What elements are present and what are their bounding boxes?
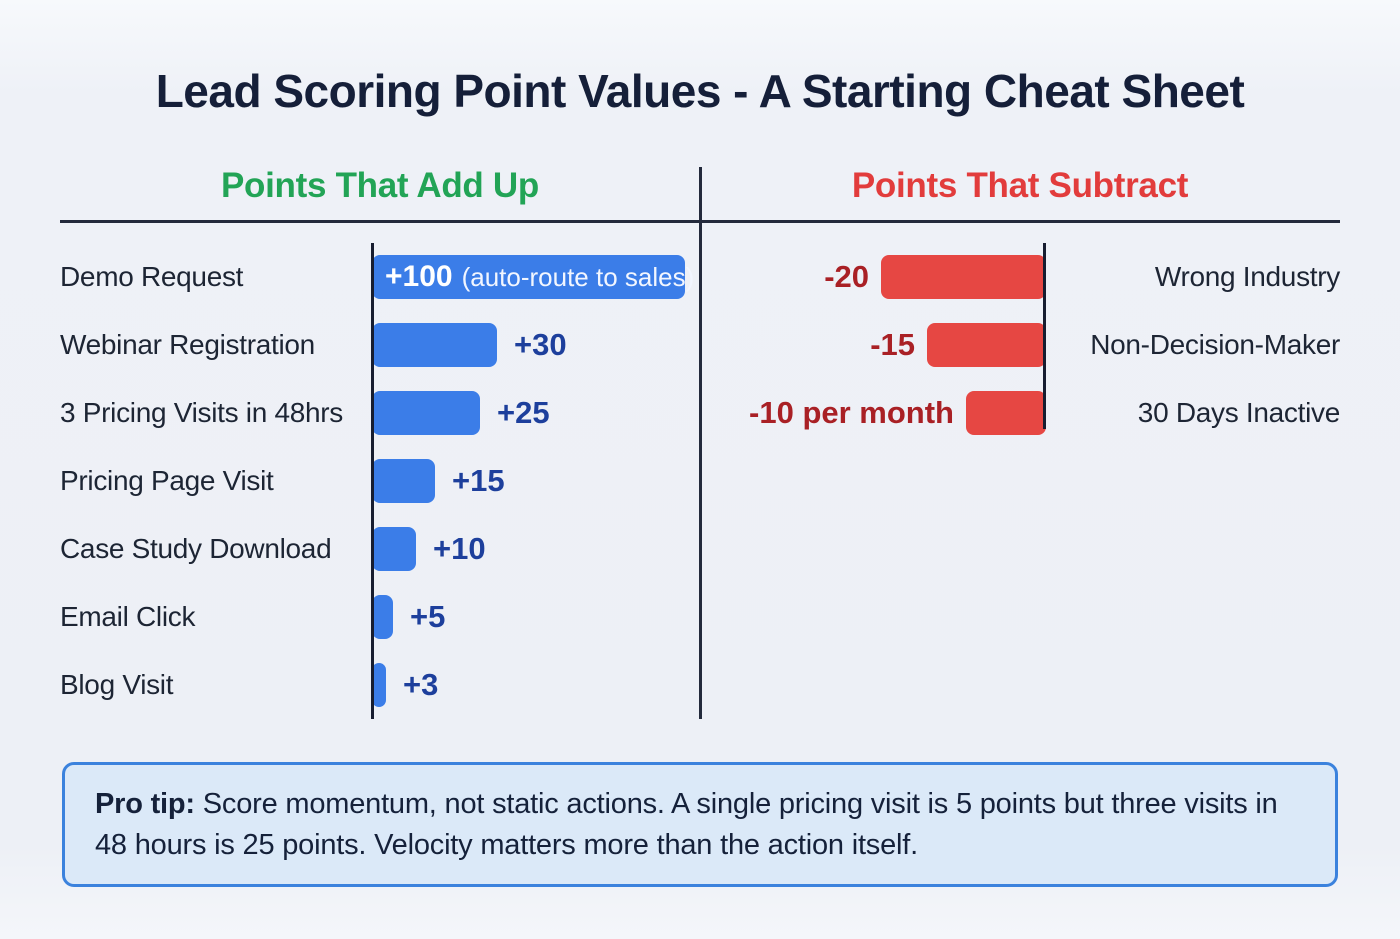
pro-tip-text: Score momentum, not static actions. A si… (95, 787, 1278, 861)
column-divider (699, 167, 702, 719)
positive-category-label: Demo Request (60, 261, 244, 292)
negative-bar (881, 255, 1046, 299)
negative-column-header: Points That Subtract (851, 166, 1189, 205)
positive-bar (372, 663, 386, 707)
negative-value-label: -10 per month (749, 395, 954, 430)
positive-value-label: +30 (514, 327, 567, 362)
positive-value-label: +100 (385, 260, 453, 293)
negative-bar-row: -20 Wrong Industry (700, 243, 1340, 311)
positive-axis-line (371, 243, 374, 719)
positive-bar: +100 (auto-route to sales) (372, 255, 694, 299)
negative-category-label: Wrong Industry (1154, 261, 1340, 292)
negative-bar-row: -10 per month 30 Days Inactive (700, 379, 1340, 447)
page-title: Lead Scoring Point Values - A Starting C… (155, 65, 1245, 117)
pro-tip-paragraph: Pro tip: Score momentum, not static acti… (65, 784, 1335, 866)
negative-bar-group: -20 (700, 255, 1046, 299)
negative-category-label: Non-Decision-Maker (1090, 329, 1340, 360)
positive-value-label: +3 (403, 667, 439, 702)
negative-axis-line (1043, 243, 1046, 429)
positive-category-label: Webinar Registration (60, 329, 315, 360)
pro-tip-label: Pro tip: (95, 787, 195, 820)
positive-bar (372, 595, 393, 639)
positive-category-label: Email Click (60, 601, 196, 632)
positive-bar-row: Demo Request +100 (auto-route to sales) (60, 243, 700, 311)
positive-bar-row: Email Click +5 (60, 583, 700, 651)
negative-bar-group: -10 per month (700, 391, 1046, 435)
negative-bar-group: -15 (700, 323, 1046, 367)
positive-value-label: +10 (433, 531, 486, 566)
positive-bar (372, 459, 435, 503)
positive-value-label: +15 (452, 463, 505, 498)
positive-category-label: Case Study Download (60, 533, 332, 564)
positive-bar-row: 3 Pricing Visits in 48hrs +25 (60, 379, 700, 447)
negative-bar (927, 323, 1046, 367)
positive-bar-chart: Demo Request +100 (auto-route to sales) Web… (60, 243, 700, 719)
positive-column-header: Points That Add Up (221, 166, 539, 205)
negative-bar (966, 391, 1046, 435)
negative-bar-chart: -20 Wrong Industry -15 Non-Decision-Maker -1… (700, 243, 1340, 447)
positive-category-label: 3 Pricing Visits in 48hrs (60, 397, 344, 428)
negative-value-label: -20 (824, 259, 869, 294)
positive-bar-row: Case Study Download +10 (60, 515, 700, 583)
positive-bar-annotation: (auto-route to sales) (461, 261, 695, 292)
positive-bar-row: Webinar Registration +30 (60, 311, 700, 379)
positive-value-label: +25 (497, 395, 550, 430)
pro-tip-box: Pro tip: Score momentum, not static acti… (62, 762, 1338, 887)
positive-category-label: Blog Visit (60, 669, 174, 700)
negative-value-label: -15 (870, 327, 915, 362)
positive-bar-row: Blog Visit +3 (60, 651, 700, 719)
positive-bar (372, 391, 480, 435)
negative-category-label: 30 Days Inactive (1137, 397, 1341, 428)
negative-bar-row: -15 Non-Decision-Maker (700, 311, 1340, 379)
positive-value-label: +5 (410, 599, 446, 634)
positive-category-label: Pricing Page Visit (60, 465, 274, 496)
positive-bar (372, 323, 497, 367)
positive-bar (372, 527, 416, 571)
positive-bar-row: Pricing Page Visit +15 (60, 447, 700, 515)
